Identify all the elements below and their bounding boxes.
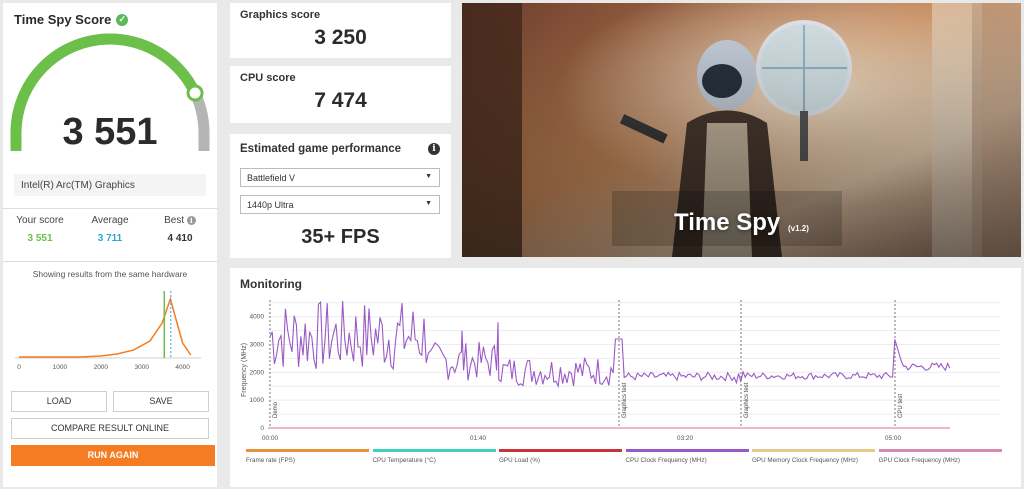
x-axis-ticks: 00:00 01:40 03:20 05:00 [262,435,902,442]
average-stat: Average 3 711 [75,215,145,244]
legend-label: GPU Load (%) [499,457,540,464]
legend-label: Frame rate (FPS) [246,457,295,464]
histogram-title: Showing results from the same hardware [32,269,188,279]
benchmark-banner: Time Spy (v1.2) [462,3,1021,257]
y-tick: 1000 [250,397,265,404]
phase-marker-label: Graphics test [744,382,750,418]
cpu-score-card: CPU score 7 474 [230,66,451,123]
legend-swatch [246,449,369,452]
graphics-score-value: 3 250 [314,26,367,49]
preset-select[interactable]: 1440p Ultra ▼ [240,195,440,214]
legend-item[interactable]: GPU Memory Clock Frequency (MHz) [752,449,877,464]
legend-item[interactable]: CPU Clock Frequency (MHz) [625,449,751,464]
score-title: Time Spy Score ✓ [14,12,129,27]
run-again-button[interactable]: RUN AGAIN [11,445,215,466]
monitoring-panel: Monitoring Frequency (MHz) 4000 3000 2000 1… [230,268,1021,487]
legend-item[interactable]: Frame rate (FPS) [246,449,371,464]
score-title-text: Time Spy Score [14,12,112,27]
legend-swatch [372,449,496,452]
best-label: Best i [145,215,215,226]
game-performance-title: Estimated game performance [240,143,402,155]
best-value: 4 410 [167,233,193,244]
histogram-tick: 4000 [175,364,190,371]
histogram-tick: 3000 [134,364,149,371]
gauge-fill [10,33,201,151]
legend-label: CPU Clock Frequency (MHz) [625,457,707,464]
info-icon[interactable]: i [428,143,440,155]
your-score-label: Your score [16,215,64,226]
y-tick: 0 [260,425,264,432]
legend-swatch [878,449,1002,452]
chart-grid [268,302,1000,415]
x-tick: 03:20 [677,435,694,442]
score-panel: Time Spy Score ✓ 3 551 Intel(R) Arc(TM) … [3,3,217,487]
phase-marker-label: Graphics test [622,382,628,418]
score-stats: Your score 3 551 Average 3 711 Best i 4 … [3,215,217,259]
best-label-text: Best [164,215,185,226]
estimated-fps: 35+ FPS [301,226,380,248]
chevron-down-icon: ▼ [425,173,432,180]
histogram-tick: 2000 [94,364,109,371]
benchmark-version: (v1.2) [788,224,809,233]
divider [3,261,217,262]
legend-label: CPU Temperature (°C) [372,457,436,464]
phase-marker-label: Demo [273,401,279,418]
monitoring-title: Monitoring [240,277,302,291]
cpu-score-label: CPU score [240,72,296,84]
average-label: Average [91,215,129,226]
y-axis-ticks: 4000 3000 2000 1000 0 [250,314,265,432]
preset-select-value: 1440p Ultra [247,200,294,210]
phase-marker-label: CPU test [898,394,904,418]
histogram-tick: 1000 [53,364,68,371]
your-score-stat: Your score 3 551 [5,215,75,244]
histogram-tick: 0 [17,364,21,371]
gauge-knob [186,84,204,102]
divider [3,208,217,209]
banner-artwork [462,3,1021,257]
average-value: 3 711 [97,233,123,244]
y-axis-label: Frequency (MHz) [241,343,248,397]
your-score-value: 3 551 [27,233,53,244]
histogram-curve [19,296,192,358]
legend-item[interactable]: GPU Load (%) [499,449,624,464]
graphics-score-card: Graphics score 3 250 [230,3,451,58]
compare-result-online-button[interactable]: COMPARE RESULT ONLINE [11,418,209,439]
benchmark-title: Time Spy [674,209,781,236]
game-performance-card: Estimated game performance i Battlefield… [230,134,451,258]
x-tick: 00:00 [262,435,279,442]
phase-markers: Demo Graphics test Graphics test CPU test [269,300,904,428]
info-icon[interactable]: i [186,216,196,225]
game-select[interactable]: Battlefield V ▼ [240,168,440,187]
legend-swatch [752,449,875,452]
cpu-clock-line [269,300,951,389]
cpu-score-value: 7 474 [314,89,367,112]
histogram-ticks: 0 1000 2000 3000 4000 [17,364,190,371]
legend-label: GPU Clock Frequency (MHz) [878,457,961,464]
chevron-down-icon: ▼ [425,200,432,207]
check-icon: ✓ [116,13,129,26]
y-tick: 3000 [250,342,265,349]
legend-label: GPU Memory Clock Frequency (MHz) [752,457,859,464]
game-select-value: Battlefield V [247,173,296,183]
graphics-score-label: Graphics score [240,9,321,21]
save-button[interactable]: SAVE [113,391,209,412]
legend-item[interactable]: GPU Clock Frequency (MHz) [878,449,1004,464]
load-button[interactable]: LOAD [11,391,107,412]
legend-swatch [625,449,749,452]
score-gauge: 3 551 [10,33,210,153]
score-value: 3 551 [62,111,157,153]
y-tick: 2000 [250,369,265,376]
legend-swatch [499,449,622,452]
gpu-name: Intel(R) Arc(TM) Graphics [14,174,206,196]
best-stat: Best i 4 410 [145,215,215,244]
x-tick: 05:00 [885,435,902,442]
score-histogram: 0 1000 2000 3000 4000 [15,291,201,371]
x-tick: 01:40 [470,435,487,442]
legend-item[interactable]: CPU Temperature (°C) [372,449,498,464]
y-tick: 4000 [250,314,265,321]
